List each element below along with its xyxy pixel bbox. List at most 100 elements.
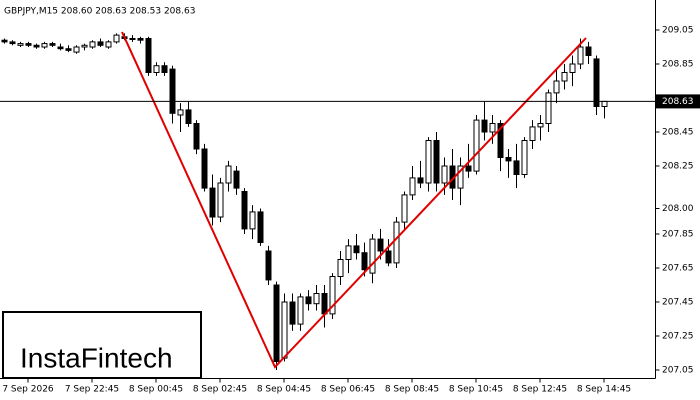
candle-body	[505, 157, 512, 162]
y-tick-label: 208.45	[662, 128, 694, 138]
x-tick-label: 8 Sep 10:45	[449, 385, 503, 395]
candle-body	[353, 245, 360, 254]
candle-body	[345, 245, 352, 260]
candle-body	[385, 250, 392, 264]
candle-body	[57, 46, 64, 50]
candle-body	[193, 123, 200, 150]
candle-body	[265, 250, 272, 281]
candle-body	[257, 211, 264, 243]
candle-body	[1, 39, 8, 43]
candle-body	[129, 38, 136, 40]
candle-body	[177, 109, 184, 116]
y-tick-label: 208.00	[662, 204, 694, 214]
candle-body	[457, 165, 464, 189]
candle-body	[593, 58, 600, 107]
candle-body	[409, 177, 416, 196]
candle-body	[561, 72, 568, 82]
y-tick-label: 207.65	[662, 264, 694, 274]
candle-body	[521, 140, 528, 175]
x-tick-label: 8 Sep 14:45	[577, 385, 631, 395]
candle-body	[377, 238, 384, 252]
candle-body	[441, 165, 448, 184]
candle-body	[569, 63, 576, 73]
candle-body	[105, 41, 112, 48]
y-tick-label: 207.05	[662, 366, 694, 376]
candle-body	[425, 140, 432, 184]
candle-body	[313, 293, 320, 305]
candle-body	[361, 252, 368, 271]
candle-body	[585, 46, 592, 56]
candle-body	[329, 276, 336, 315]
x-tick-label: 7 Sep 2026	[2, 385, 54, 395]
candle-body	[553, 80, 560, 94]
candle-body	[273, 284, 280, 362]
x-tick-label: 8 Sep 00:45	[129, 385, 183, 395]
candle-body	[9, 41, 16, 45]
candle-body	[49, 43, 56, 46]
x-tick-label: 8 Sep 06:45	[321, 385, 375, 395]
candle-body	[321, 293, 328, 315]
candle-body	[89, 41, 96, 48]
y-tick-label: 208.25	[662, 162, 694, 172]
candle-body	[73, 46, 80, 53]
candle-body	[393, 221, 400, 264]
candle-body	[433, 140, 440, 184]
candle-body	[217, 182, 224, 218]
candle-body	[201, 148, 208, 189]
chart-title: GBPJPY,M15 208.60 208.63 208.53 208.63	[4, 7, 195, 17]
candle-body	[289, 301, 296, 325]
candle-body	[305, 296, 312, 305]
candle-body	[113, 34, 120, 43]
x-tick-label: 8 Sep 12:45	[513, 385, 567, 395]
candle-body	[417, 177, 424, 184]
price-label: 208.63	[662, 97, 694, 107]
y-tick-label: 207.45	[662, 298, 694, 308]
candle-body	[601, 100, 608, 108]
candle-body	[577, 46, 584, 65]
candles	[1, 33, 608, 370]
candle-body	[465, 165, 472, 172]
candle-body	[401, 194, 408, 223]
candle-body	[25, 43, 32, 46]
x-tick-label: 8 Sep 02:45	[193, 385, 247, 395]
candle-body	[161, 65, 168, 73]
candle-body	[529, 126, 536, 142]
candle-body	[249, 211, 256, 230]
candle-body	[97, 41, 104, 46]
candle-body	[145, 38, 152, 73]
candle-body	[225, 165, 232, 184]
candle-body	[209, 187, 216, 218]
candle-body	[481, 119, 488, 133]
candle-body	[137, 38, 144, 41]
candle-body	[169, 68, 176, 114]
y-tick-label: 209.05	[662, 26, 694, 36]
y-tick-label: 207.85	[662, 230, 694, 240]
candle-body	[473, 119, 480, 172]
candle-body	[241, 191, 248, 230]
candle-body	[65, 48, 72, 51]
logo: InstaFintech	[20, 342, 173, 373]
x-tick-label: 8 Sep 08:45	[385, 385, 439, 395]
candle-body	[337, 259, 344, 277]
logo-box	[2, 311, 202, 379]
candle-body	[297, 296, 304, 325]
candle-body	[369, 238, 376, 274]
candle-body	[233, 170, 240, 189]
candle-body	[17, 43, 24, 46]
candle-body	[545, 92, 552, 125]
candle-body	[281, 301, 288, 359]
candle-body	[81, 44, 88, 48]
candle-body	[41, 43, 48, 48]
x-tick-label: 8 Sep 04:45	[257, 385, 311, 395]
candle-body	[513, 160, 520, 175]
pattern-line	[121, 31, 587, 369]
y-tick-label: 207.25	[662, 332, 694, 342]
price-box	[655, 94, 700, 109]
y-tick-label: 208.85	[662, 60, 694, 70]
x-tick-label: 7 Sep 22:45	[65, 385, 119, 395]
candle-body	[185, 109, 192, 125]
candle-body	[497, 123, 504, 158]
candle-body	[537, 123, 544, 128]
candle-body	[489, 123, 496, 133]
